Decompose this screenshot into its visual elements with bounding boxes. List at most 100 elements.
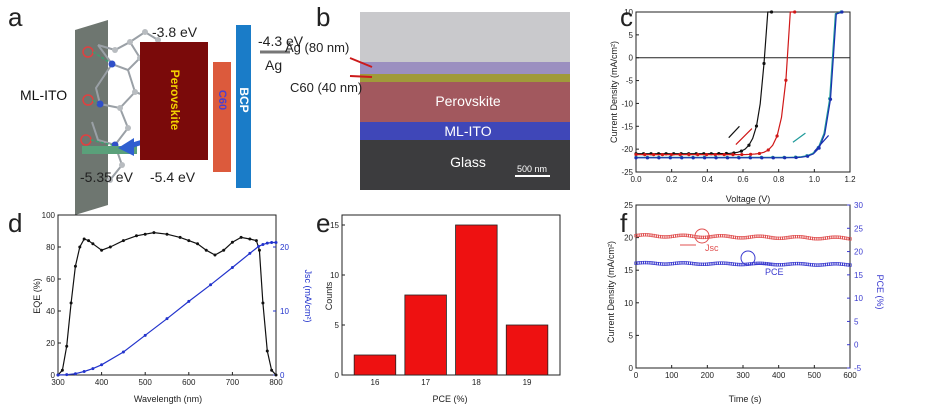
y2-tick-label: 0 <box>280 371 285 380</box>
jsc-point <box>165 317 169 321</box>
jsc-point <box>801 235 805 239</box>
eqe-point <box>196 242 200 246</box>
pce-point <box>844 262 848 267</box>
jsc-point <box>782 236 786 240</box>
sem-ag-arrow <box>349 57 373 68</box>
scan-arrow <box>813 135 830 152</box>
jv-point <box>669 153 673 157</box>
pce-point <box>749 262 754 266</box>
eqe-line <box>57 231 277 376</box>
x-tick-label: 0 <box>634 371 639 380</box>
jsc-point <box>837 235 841 239</box>
jsc-point <box>668 234 672 239</box>
pce-point <box>805 262 809 266</box>
pce-point <box>675 261 679 265</box>
pce-point <box>811 263 816 267</box>
pce-point <box>704 262 709 266</box>
y-tick-label: 25 <box>624 201 633 210</box>
pce-point <box>634 261 638 265</box>
y-tick-label: -25 <box>621 168 633 177</box>
stab-legend-jsc-marker <box>694 228 710 244</box>
x-tick-label: 600 <box>182 378 196 387</box>
y-tick-label: 15 <box>624 266 633 275</box>
jsc-point <box>700 235 704 240</box>
scan-arrow <box>792 132 806 143</box>
y2-tick-label: -5 <box>854 364 862 373</box>
pce-point <box>846 263 850 267</box>
y-tick-label: 100 <box>42 211 56 220</box>
y-tick-label: 0 <box>335 371 340 380</box>
x-tick-label: 0.8 <box>773 175 785 184</box>
jsc-point <box>796 235 801 239</box>
jv-point <box>703 156 707 160</box>
jsc-point <box>649 233 653 237</box>
eqe-point <box>204 248 208 252</box>
jsc-point <box>677 233 681 238</box>
panel-e-letter: e <box>316 208 330 238</box>
pce-point <box>734 262 739 267</box>
eqe-point <box>100 248 104 252</box>
stab-x-label: Time (s) <box>729 394 762 404</box>
eqe-point <box>60 368 64 372</box>
pce-point <box>831 262 835 266</box>
jsc-point <box>826 236 831 240</box>
jsc-point <box>675 234 679 238</box>
jv-point <box>757 151 762 156</box>
plot-frame <box>341 214 561 376</box>
jsc-point <box>642 233 647 237</box>
pce-point <box>722 261 726 265</box>
eqe-x-label: Wavelength (nm) <box>134 394 202 404</box>
jsc-point <box>685 233 690 238</box>
pce-point <box>651 261 655 265</box>
histogram-bar <box>505 324 549 376</box>
eqe-point <box>65 344 69 348</box>
jsc-point <box>645 233 649 237</box>
jsc-point <box>655 234 660 238</box>
pce-point <box>709 262 713 266</box>
eqe-point <box>78 245 82 249</box>
jsc-point <box>270 241 274 245</box>
eqe-y2-label: Jsc (mA/cm²) <box>303 270 313 323</box>
jsc-point <box>664 235 668 239</box>
histogram-bar <box>353 354 397 376</box>
jsc-point <box>756 234 760 238</box>
x-tick-label: 19 <box>523 378 532 387</box>
stab-legend-pce: PCE <box>765 267 784 277</box>
jsc-point <box>230 265 234 269</box>
jv-point <box>783 156 787 160</box>
jsc-point <box>758 234 762 238</box>
panel-f-letter: f <box>620 208 628 238</box>
jsc-point <box>848 237 852 241</box>
pce-point <box>724 261 728 265</box>
jsc-point <box>704 235 709 239</box>
panel-e: e 0 5 10 15 16 17 18 19 PCE (%) Counts <box>316 208 561 404</box>
y-tick-label: 10 <box>624 8 633 17</box>
jsc-point <box>792 235 797 239</box>
pce-point <box>794 261 799 266</box>
jsc-point <box>805 236 809 240</box>
c60-band-label: C60 <box>216 90 228 110</box>
x-tick-label: 200 <box>701 371 715 380</box>
jsc-point <box>739 236 743 240</box>
pce-point <box>702 262 707 266</box>
jv-point <box>713 153 717 157</box>
jsc-point <box>719 234 724 238</box>
jsc-point <box>786 235 790 240</box>
sem-vacuum <box>360 12 570 70</box>
pce-point <box>700 262 704 266</box>
pce-point <box>809 263 814 267</box>
jsc-point <box>779 236 784 240</box>
x-tick-label: 1.2 <box>844 175 856 184</box>
x-tick-label: 400 <box>772 371 786 380</box>
jsc-point <box>653 234 657 238</box>
pce-point <box>685 261 690 265</box>
eqe-point <box>187 239 191 243</box>
jsc-point <box>803 235 807 239</box>
jsc-point <box>100 363 104 367</box>
jsc-point <box>833 235 837 239</box>
x-tick-label: 300 <box>51 378 65 387</box>
pce-point <box>833 262 837 266</box>
